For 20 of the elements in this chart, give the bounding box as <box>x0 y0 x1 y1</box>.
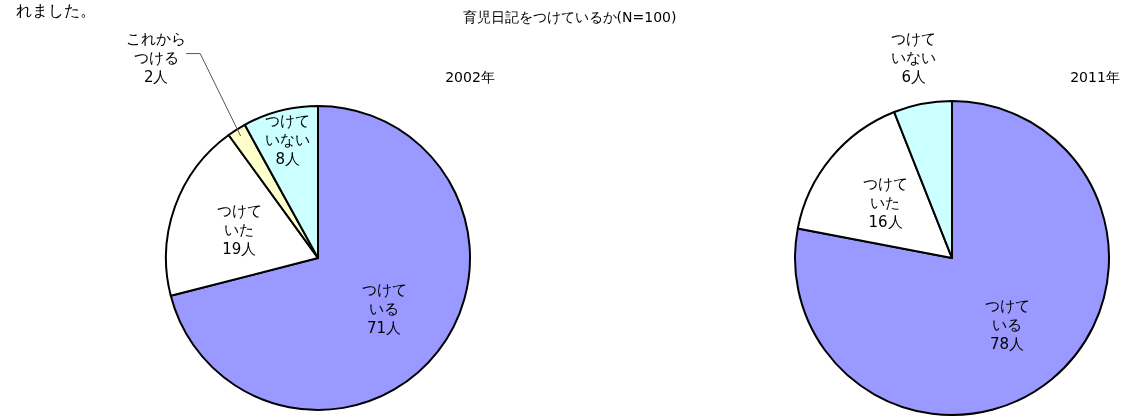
text: 2002年 <box>445 69 495 85</box>
data-label: 2人 <box>143 67 169 86</box>
slice-label: つけていた <box>862 174 908 212</box>
text: れました。 <box>16 1 96 20</box>
slice-label: つけていない <box>265 112 311 150</box>
slice-label: つけている <box>361 281 407 319</box>
data-label: 6人 <box>901 67 927 86</box>
slice-label: つけている <box>984 296 1030 334</box>
slice-label: つけていない <box>891 29 937 67</box>
data-label: 19人 <box>222 239 257 258</box>
slice-label: つけていた <box>216 201 262 239</box>
data-label: 8人 <box>275 150 301 169</box>
text: 育児日記をつけているか(N=100) <box>462 9 677 25</box>
slice-label: これからつける <box>126 29 187 67</box>
text: 2011年 <box>1070 69 1120 85</box>
pie-slice <box>794 100 1110 416</box>
data-label: 16人 <box>868 212 903 231</box>
data-label: 78人 <box>989 334 1025 353</box>
pie-slice <box>169 105 471 411</box>
data-label: 71人 <box>367 319 402 338</box>
